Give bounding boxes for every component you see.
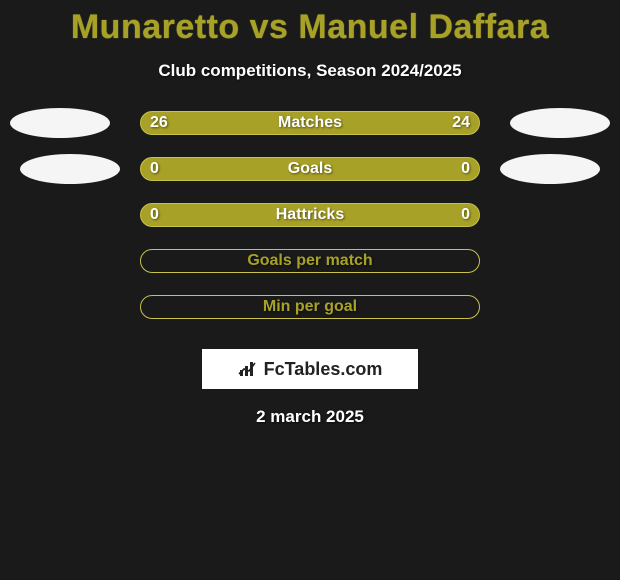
- stat-label: Matches: [278, 114, 342, 132]
- stat-bar: Matches: [140, 111, 480, 135]
- page-title: Munaretto vs Manuel Daffara: [0, 0, 620, 47]
- player-right-bubble: [500, 154, 600, 184]
- player-left-bubble: [20, 154, 120, 184]
- stat-bar: Goals: [140, 157, 480, 181]
- stats-list: Matches 26 24 Goals 0 0 Hattricks 0 0 Goals per m…: [0, 111, 620, 341]
- stat-value-left: 0: [150, 157, 159, 181]
- stat-bar: Min per goal: [140, 295, 480, 319]
- logo-text: FcTables.com: [264, 359, 383, 380]
- stat-label: Min per goal: [263, 298, 357, 316]
- stat-value-right: 0: [461, 157, 470, 181]
- stat-label: Goals per match: [247, 252, 372, 270]
- bar-chart-icon: [238, 360, 260, 378]
- stat-row-mpg: Min per goal: [0, 295, 620, 341]
- subtitle: Club competitions, Season 2024/2025: [0, 61, 620, 81]
- stat-value-left: 26: [150, 111, 168, 135]
- comparison-card: Munaretto vs Manuel Daffara Club competi…: [0, 0, 620, 580]
- stat-value-right: 24: [452, 111, 470, 135]
- player-right-bubble: [510, 108, 610, 138]
- player-left-bubble: [10, 108, 110, 138]
- stat-label: Hattricks: [276, 206, 344, 224]
- date-text: 2 march 2025: [0, 407, 620, 427]
- stat-row-hattricks: Hattricks 0 0: [0, 203, 620, 249]
- stat-bar: Hattricks: [140, 203, 480, 227]
- stat-row-goals: Goals 0 0: [0, 157, 620, 203]
- stat-value-right: 0: [461, 203, 470, 227]
- logo-badge: FcTables.com: [202, 349, 418, 389]
- stat-label: Goals: [288, 160, 332, 178]
- stat-row-gpm: Goals per match: [0, 249, 620, 295]
- stat-row-matches: Matches 26 24: [0, 111, 620, 157]
- stat-value-left: 0: [150, 203, 159, 227]
- stat-bar: Goals per match: [140, 249, 480, 273]
